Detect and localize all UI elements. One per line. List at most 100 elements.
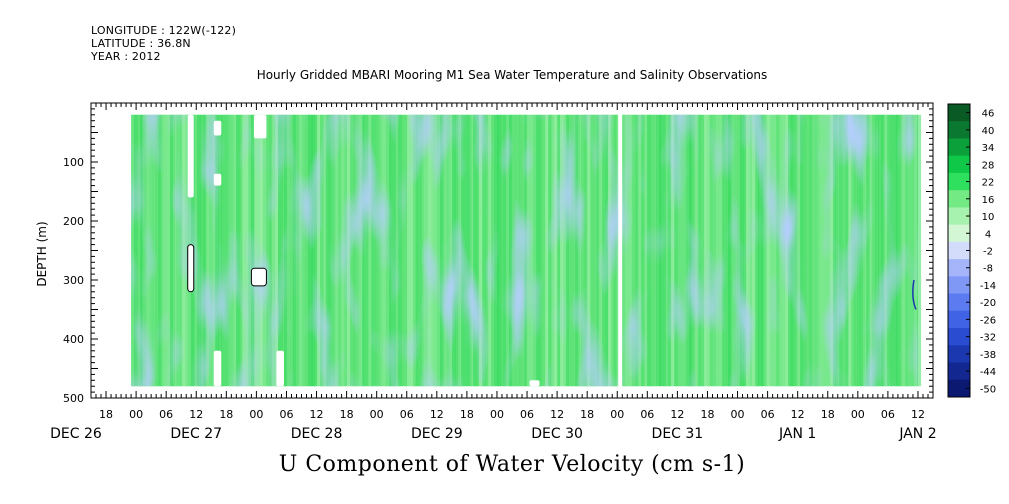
data-field (131, 112, 922, 389)
colorbar-label: 34 (982, 143, 995, 154)
x-tick-label: 06 (881, 408, 895, 421)
colorbar-swatch (948, 276, 970, 295)
colorbar-label: -2 (983, 247, 993, 258)
y-tick-label: 300 (63, 274, 84, 287)
x-tick-label: 12 (791, 408, 805, 421)
colorbar-swatch (948, 138, 970, 157)
x-tick-label: 18 (340, 408, 354, 421)
x-tick-label: 06 (279, 408, 293, 421)
colorbar-swatch (948, 224, 970, 243)
x-tick-label: 18 (821, 408, 835, 421)
x-tick-label: 06 (400, 408, 414, 421)
colorbar-swatch (948, 259, 970, 277)
colorbar-swatch (948, 379, 970, 398)
x-tick-label: 00 (851, 408, 865, 421)
x-tick-label: 18 (219, 408, 233, 421)
colorbar-label: 22 (982, 178, 995, 189)
colorbar-swatch (948, 190, 970, 208)
x-tick-label: 06 (159, 408, 173, 421)
x-tick-label: 18 (460, 408, 474, 421)
colorbar-swatch (948, 293, 970, 312)
colorbar-label: -8 (983, 264, 993, 275)
colorbar-label: -26 (980, 315, 996, 326)
colorbar-swatch (948, 362, 970, 381)
missing-data-block (213, 173, 222, 186)
x-tick-label: 12 (550, 408, 564, 421)
missing-data-block (251, 268, 267, 286)
y-tick-label: 500 (63, 392, 84, 405)
x-day-label: DEC 28 (291, 426, 343, 442)
colorbar-label: -50 (980, 384, 996, 395)
colorbar-label: -14 (980, 281, 996, 292)
colorbar-swatch (948, 172, 970, 191)
missing-data-block (529, 380, 540, 387)
year-label: YEAR : 2012 (91, 50, 161, 63)
colorbar-swatch (948, 104, 970, 122)
x-tick-label: 12 (189, 408, 203, 421)
axes: 18 00 06 12 18 00 06 12 18 00 06 12 18 00 06 12 18 00 06 12… (50, 102, 937, 442)
x-tick-label: 18 (580, 408, 594, 421)
colorbar-label: -32 (980, 333, 996, 344)
x-tick-label: 18 (700, 408, 714, 421)
colorbar-swatch (948, 121, 970, 139)
missing-data-block (253, 114, 267, 139)
x-tick-label: 12 (430, 408, 444, 421)
longitude-label: LONGITUDE : 122W(-122) (91, 24, 237, 37)
colorbar-label: -20 (980, 298, 996, 309)
missing-data-block (276, 350, 284, 387)
x-tick-label: 00 (731, 408, 745, 421)
missing-data-block (213, 350, 222, 387)
x-tick-label: 00 (610, 408, 624, 421)
x-tick-label: 12 (911, 408, 925, 421)
colorbar-label: 16 (982, 195, 995, 206)
missing-data-block (213, 120, 222, 136)
negative-velocity-patches (131, 114, 918, 387)
x-tick-label: 06 (761, 408, 775, 421)
x-day-label: JAN 1 (778, 426, 816, 442)
colorbar-label: 40 (982, 126, 995, 137)
x-day-label: DEC 29 (411, 426, 463, 442)
data-gap (618, 112, 623, 389)
plot-area (131, 112, 922, 389)
x-day-label: JAN 2 (898, 426, 936, 442)
x-tick-label: 12 (310, 408, 324, 421)
colorbar-swatch (948, 241, 970, 260)
x-tick-label: 18 (99, 408, 113, 421)
contour-line (187, 244, 195, 293)
field-streak (917, 114, 922, 387)
contour-line (912, 279, 917, 310)
colorbar-label: -38 (980, 350, 996, 361)
y-tick-label: 200 (63, 215, 84, 228)
colorbar-swatch (948, 155, 970, 174)
y-tick-label: 100 (63, 156, 84, 169)
x-day-label: DEC 26 (50, 426, 102, 442)
colorbar-swatch (948, 328, 970, 346)
x-tick-label: 06 (640, 408, 654, 421)
colorbar: 46 40 34 28 22 16 10 4 -2 -8 -14 -20 -26 -32 -38 -44 -50 (947, 103, 996, 398)
x-tick-label: 00 (129, 408, 143, 421)
contour-line (250, 267, 267, 287)
x-axis-label: U Component of Water Velocity (cm s-1) (278, 452, 746, 477)
colorbar-label: -44 (980, 367, 996, 378)
x-day-label: DEC 31 (652, 426, 704, 442)
chart-title: Hourly Gridded MBARI Mooring M1 Sea Wate… (256, 68, 768, 82)
x-tick-label: 00 (490, 408, 504, 421)
y-tick-label: 400 (63, 333, 84, 346)
colorbar-swatch (948, 310, 970, 329)
x-tick-label: 12 (670, 408, 684, 421)
missing-data-block (187, 244, 194, 292)
latitude-label: LATITUDE : 36.8N (91, 37, 191, 50)
x-day-label: DEC 30 (531, 426, 583, 442)
colorbar-swatch (948, 345, 970, 364)
x-tick-label: 00 (249, 408, 263, 421)
x-day-label: DEC 27 (170, 426, 222, 442)
colorbar-label: 4 (985, 229, 991, 240)
x-tick-label: 00 (370, 408, 384, 421)
x-tick-label: 06 (520, 408, 534, 421)
colorbar-label: 46 (982, 109, 995, 120)
colorbar-label: 10 (982, 212, 995, 223)
missing-data-block (187, 114, 194, 198)
colorbar-label: 28 (982, 160, 995, 171)
colorbar-swatch (948, 207, 970, 226)
